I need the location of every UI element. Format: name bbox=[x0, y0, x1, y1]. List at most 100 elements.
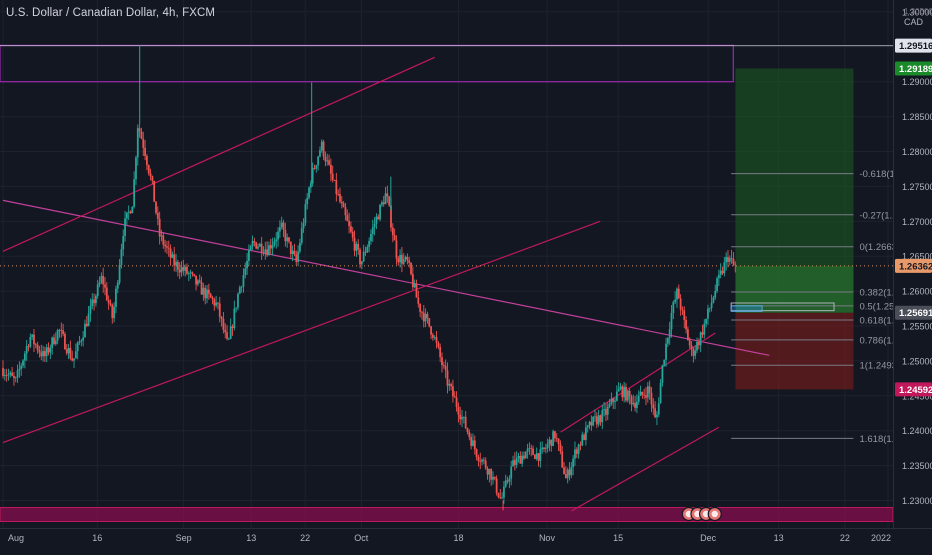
candle-body bbox=[11, 373, 13, 376]
price-tick-label: 1.24000 bbox=[902, 426, 932, 436]
candle-body bbox=[317, 157, 319, 166]
candle-body bbox=[662, 365, 664, 383]
candle-body bbox=[621, 386, 623, 397]
candle-body bbox=[334, 180, 336, 181]
candle-body bbox=[388, 196, 390, 205]
candle-body bbox=[549, 440, 551, 444]
candle-body bbox=[182, 267, 184, 271]
candle-body bbox=[253, 241, 255, 242]
candle-body bbox=[405, 257, 407, 259]
candle-body bbox=[97, 284, 99, 295]
candle-body bbox=[392, 228, 394, 236]
candle-body bbox=[476, 449, 478, 457]
candle-body bbox=[669, 329, 671, 337]
candle-body bbox=[350, 226, 352, 232]
candle-body bbox=[589, 422, 591, 426]
candle-body bbox=[259, 244, 261, 247]
candle-body bbox=[100, 276, 102, 283]
time-tick-label: 22 bbox=[840, 533, 850, 543]
candle-body bbox=[725, 257, 727, 262]
candle-body bbox=[450, 384, 452, 386]
candle-body bbox=[301, 228, 303, 243]
candle-body bbox=[290, 242, 292, 254]
candle-body bbox=[377, 217, 379, 220]
candle-body bbox=[235, 308, 237, 309]
candle-body bbox=[241, 287, 243, 288]
target-badge-label: 1.29189 bbox=[899, 64, 932, 75]
price-tick-label: 1.27500 bbox=[902, 182, 932, 192]
candle-body bbox=[95, 296, 97, 303]
candle-body bbox=[406, 257, 408, 261]
candle-body bbox=[691, 346, 693, 349]
candle-body bbox=[90, 306, 92, 314]
candle-body bbox=[649, 386, 651, 393]
candle-body bbox=[658, 403, 660, 414]
candle-body bbox=[634, 403, 636, 408]
candle-body bbox=[177, 262, 179, 270]
candle-body bbox=[508, 479, 510, 482]
candle-body bbox=[496, 478, 498, 492]
candle-body bbox=[412, 274, 414, 287]
candle-body bbox=[232, 326, 234, 328]
candle-body bbox=[139, 128, 141, 131]
candle-body bbox=[569, 470, 571, 476]
candle-body bbox=[592, 417, 594, 426]
candle-body bbox=[532, 449, 534, 455]
candle-body bbox=[543, 448, 545, 449]
candle-body bbox=[294, 251, 296, 255]
candle-body bbox=[29, 337, 31, 347]
candle-body bbox=[264, 249, 266, 253]
time-tick-label: Aug bbox=[8, 533, 24, 543]
candle-body bbox=[206, 290, 208, 299]
candle-body bbox=[556, 438, 558, 439]
candle-body bbox=[252, 241, 254, 246]
candle-body bbox=[510, 467, 512, 479]
candle-body bbox=[507, 480, 509, 481]
candle-body bbox=[612, 399, 614, 402]
candle-body bbox=[550, 440, 552, 446]
candle-body bbox=[734, 264, 736, 265]
candle-body bbox=[401, 255, 403, 264]
candle-body bbox=[113, 307, 115, 318]
candle-body bbox=[399, 255, 401, 262]
candle-body bbox=[448, 384, 450, 386]
candle-body bbox=[325, 157, 327, 162]
candle-body bbox=[603, 409, 605, 410]
time-tick-label: 16 bbox=[92, 533, 102, 543]
candle-body bbox=[148, 165, 150, 173]
candle-body bbox=[698, 342, 700, 345]
candle-body bbox=[490, 469, 492, 480]
candle-body bbox=[694, 351, 696, 356]
candle-body bbox=[44, 351, 46, 356]
candle-body bbox=[53, 337, 55, 344]
candle-body bbox=[711, 303, 713, 308]
candle-body bbox=[705, 319, 707, 324]
candle-body bbox=[80, 341, 82, 342]
candle-body bbox=[226, 332, 228, 339]
candle-body bbox=[13, 376, 15, 378]
candle-body bbox=[731, 258, 733, 259]
resistance-box bbox=[0, 45, 733, 81]
candle-body bbox=[175, 262, 177, 266]
time-axis-background bbox=[0, 528, 932, 550]
descending-line bbox=[3, 200, 769, 355]
candle-body bbox=[623, 387, 625, 397]
candle-body bbox=[610, 399, 612, 404]
candle-body bbox=[403, 259, 405, 264]
candle-body bbox=[529, 448, 531, 449]
candle-body bbox=[432, 335, 434, 338]
candle-body bbox=[295, 254, 297, 261]
candle-body bbox=[110, 303, 112, 304]
lower-channel-line bbox=[3, 221, 600, 442]
candle-body bbox=[321, 142, 323, 151]
candle-body bbox=[337, 194, 339, 195]
candle-body bbox=[181, 267, 183, 272]
price-tick-label: 1.23500 bbox=[902, 461, 932, 471]
candle-body bbox=[417, 298, 419, 304]
candle-body bbox=[727, 257, 729, 262]
candle-body bbox=[343, 204, 345, 208]
candle-body bbox=[35, 344, 37, 345]
candle-body bbox=[638, 396, 640, 402]
